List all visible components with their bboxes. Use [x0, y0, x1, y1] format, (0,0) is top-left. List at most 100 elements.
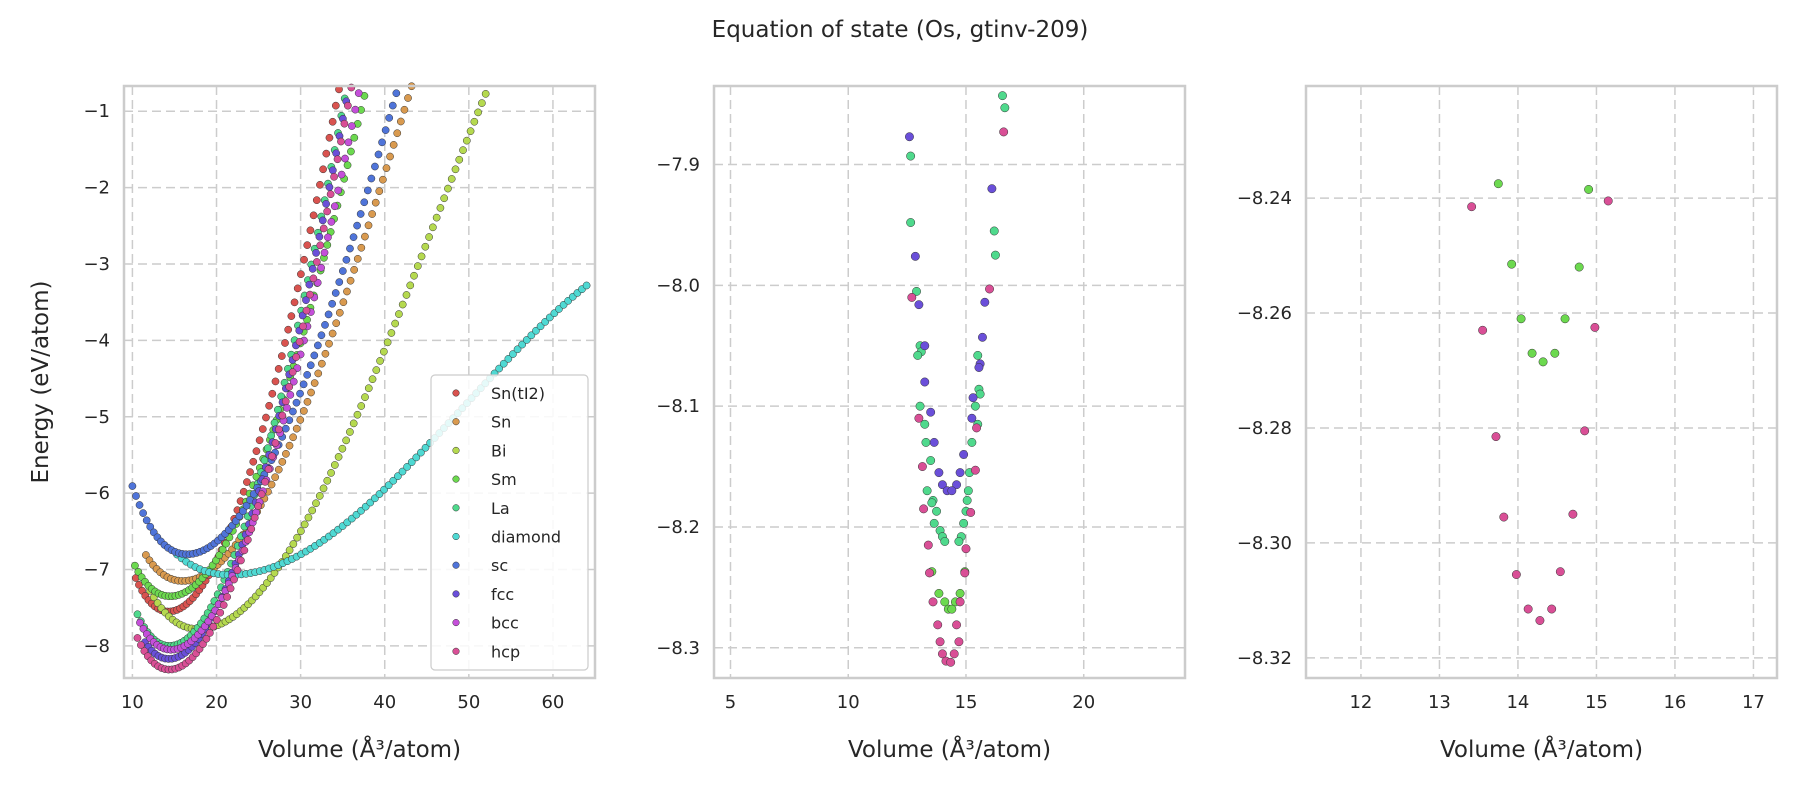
data-point-sc [328, 299, 336, 308]
data-point-bcc [317, 263, 325, 272]
data-point-hcp [299, 322, 307, 331]
data-point-sn [400, 105, 409, 114]
data-point-la [927, 498, 937, 508]
data-point-diamond [532, 326, 540, 335]
data-point-bcc [341, 154, 349, 163]
data-point-hcp [133, 634, 142, 642]
data-point-sn [292, 424, 301, 433]
data-point-bi [323, 476, 332, 485]
data-point-hcp [326, 190, 335, 199]
data-point-la [270, 418, 279, 427]
data-point-sn [386, 152, 394, 161]
data-point-fcc [955, 468, 965, 478]
data-point-hcp [199, 640, 207, 648]
data-point-la [967, 437, 977, 447]
data-point-hcp [340, 119, 349, 128]
data-point-sn [296, 416, 305, 424]
data-point-hcp [275, 425, 283, 434]
data-point-la [922, 486, 932, 496]
data-point-bi [346, 428, 354, 436]
data-point-sc [331, 289, 340, 297]
legend-label: bcc [491, 614, 519, 633]
data-point-hcp [319, 224, 328, 233]
legend-label: hcp [491, 642, 520, 661]
data-point-sc [314, 341, 322, 350]
data-point-la [920, 419, 930, 429]
data-point-hcp [212, 616, 221, 624]
data-point-bcc [327, 218, 336, 226]
legend-marker [452, 389, 460, 397]
data-point-sn-ti2- [303, 241, 312, 249]
x-axis-label: Volume (Å³/atom) [258, 735, 461, 763]
data-point-sc [139, 509, 147, 517]
data-point-sn-ti2- [265, 401, 273, 410]
data-point-hcp [923, 540, 933, 550]
data-point-hcp [1547, 604, 1557, 614]
y-tick-label: −7.9 [656, 155, 700, 176]
data-point-bi [432, 213, 441, 222]
x-tick-label: 60 [541, 692, 564, 713]
data-point-sn [357, 243, 366, 252]
data-point-hcp [302, 306, 311, 315]
data-point-hcp [960, 568, 970, 578]
data-point-sm [215, 551, 224, 560]
x-tick-label: 10 [121, 692, 144, 713]
data-point-sn-ti2- [274, 365, 283, 373]
data-point-hcp [206, 629, 214, 637]
data-point-bi [481, 89, 490, 98]
data-point-hcp [216, 608, 225, 617]
data-point-diamond [582, 281, 591, 290]
data-point-hcp [306, 290, 314, 299]
data-point-sn [267, 480, 276, 489]
data-point-bi [300, 520, 309, 529]
data-point-bi [417, 252, 426, 261]
x-tick-label: 40 [373, 692, 396, 713]
data-point-hcp [1499, 512, 1509, 522]
data-point-bcc [330, 202, 339, 211]
data-point-fcc [920, 377, 930, 387]
data-point-sn-ti2- [312, 196, 321, 205]
data-point-sn [361, 232, 369, 241]
data-point-hcp [285, 383, 294, 391]
data-point-sc [356, 210, 365, 218]
data-point-sn-ti2- [331, 101, 340, 110]
data-point-diamond [509, 350, 517, 358]
data-point-bi [410, 271, 418, 280]
data-point-sc [239, 507, 247, 515]
data-point-bi [297, 527, 305, 535]
data-point-diamond [417, 448, 425, 457]
data-point-hcp [1603, 196, 1613, 206]
data-point-sn [364, 221, 373, 230]
data-point-hcp [278, 411, 287, 420]
data-point-diamond [513, 345, 522, 354]
data-point-fcc [987, 184, 997, 194]
data-point-hcp [933, 620, 943, 630]
data-point-sm [947, 604, 957, 614]
data-point-sc [306, 361, 315, 370]
data-point-hcp [243, 535, 252, 544]
data-point-hcp [1535, 616, 1545, 625]
data-point-hcp [323, 207, 332, 216]
data-point-fcc [325, 183, 334, 192]
y-tick-label: −8.3 [656, 638, 700, 659]
data-point-bi [440, 194, 449, 203]
data-point-bi [338, 444, 347, 453]
data-point-hcp [257, 490, 266, 498]
data-point-sc [385, 114, 394, 122]
data-point-diamond [398, 467, 407, 476]
y-tick-label: −5 [83, 407, 110, 428]
legend-marker [452, 418, 460, 426]
data-point-bi [357, 402, 366, 410]
data-point-sn [142, 551, 150, 559]
data-point-bi [455, 155, 464, 164]
x-tick-label: 5 [725, 692, 736, 713]
data-point-diamond [499, 359, 508, 368]
data-point-sn-ti2- [309, 211, 318, 220]
data-point-sn-ti2- [271, 377, 280, 386]
data-point-hcp [137, 641, 145, 649]
y-tick-label: −8 [83, 636, 110, 657]
data-point-sc [381, 126, 390, 134]
data-point-fcc [328, 166, 337, 175]
data-point-bi [429, 223, 437, 232]
data-point-diamond [504, 354, 513, 363]
